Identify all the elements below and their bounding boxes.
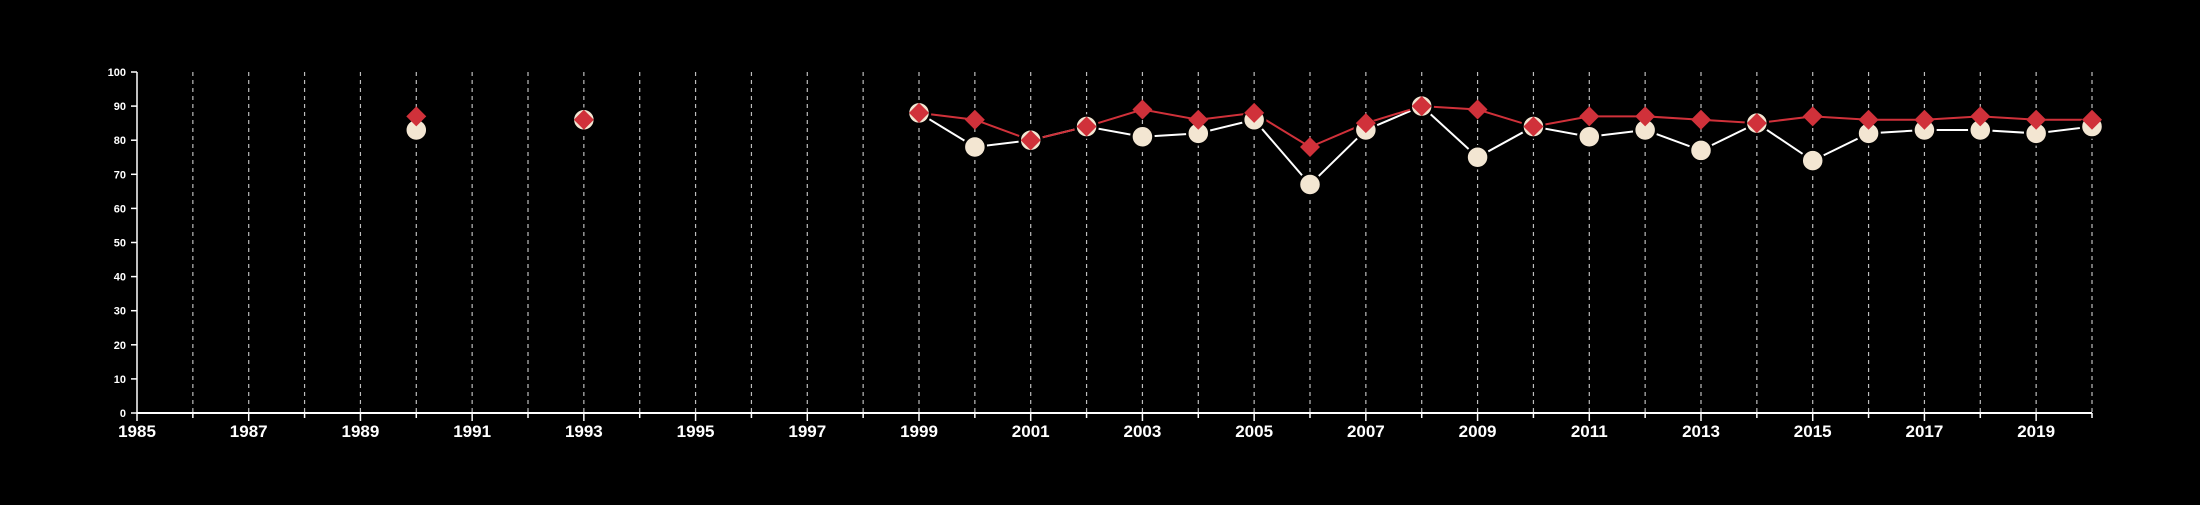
series-2-point-2019	[2026, 109, 2047, 130]
x-tick-label: 2019	[2017, 422, 2055, 441]
series-1-point-2009	[1465, 145, 1490, 170]
y-tick-label: 0	[120, 408, 126, 420]
x-tick-label: 1985	[118, 422, 156, 441]
series-2-point-2009	[1467, 99, 1488, 120]
x-tick-label: 2005	[1235, 422, 1273, 441]
series-2-point-2005	[1244, 102, 1265, 123]
series-2-point-2013	[1691, 109, 1711, 130]
series-2-point-2002	[1076, 116, 1097, 137]
y-tick-label: 90	[114, 101, 126, 113]
x-tick-label: 1991	[453, 422, 491, 441]
series-2-point-2011	[1579, 106, 1600, 127]
x-tick-label: 1993	[565, 422, 603, 441]
series-1-line	[918, 104, 2093, 186]
y-tick-label: 50	[114, 238, 126, 250]
y-tick-label: 30	[114, 306, 126, 318]
gridlines	[192, 72, 2093, 413]
series-2-point-2017	[1914, 109, 1935, 130]
series-2-point-2015	[1802, 106, 1823, 127]
x-tick-label: 2013	[1682, 422, 1720, 441]
series-2-point-2020	[2082, 109, 2102, 130]
x-tick-label: 2015	[1794, 422, 1832, 441]
series-2-point-1990	[406, 106, 427, 127]
series-2-point-1993	[573, 109, 594, 130]
x-tick-label: 2001	[1012, 422, 1050, 441]
x-tick-label: 1995	[677, 422, 715, 441]
series-2-point-2001	[1020, 130, 1041, 151]
x-tick-label: 2011	[1571, 422, 1608, 441]
series-2-point-2016	[1858, 109, 1879, 130]
series-1-point-2011	[1577, 124, 1602, 150]
y-tick-label: 40	[114, 272, 126, 284]
x-tick-label: 1999	[900, 422, 938, 441]
series-1-point-2006	[1297, 172, 1323, 197]
series-2-point-2003	[1132, 99, 1153, 120]
x-tick-label: 1997	[788, 422, 826, 441]
data-series	[404, 93, 2105, 197]
series-1-point-2013	[1688, 138, 1714, 163]
x-tick-label: 2017	[1906, 422, 1944, 441]
series-2-point-2012	[1635, 106, 1656, 127]
x-tick-label: 2003	[1124, 422, 1162, 441]
series-2-line	[918, 105, 2092, 149]
y-tick-label: 20	[114, 340, 126, 352]
series-1-point-2003	[1130, 124, 1155, 150]
series-2-point-1999	[909, 102, 929, 123]
y-tick-label: 60	[114, 203, 126, 215]
series-2-point-2014	[1746, 113, 1767, 134]
y-tick-label: 10	[114, 374, 126, 386]
x-tick-label: 1987	[230, 422, 268, 441]
series-2-point-2018	[1970, 106, 1991, 127]
series-2-point-2000	[964, 109, 985, 130]
x-tick-label: 1989	[342, 422, 380, 441]
series-2-point-2008	[1411, 96, 1432, 117]
series-2-point-2006	[1300, 137, 1320, 158]
series-2-point-2004	[1188, 109, 1209, 130]
y-tick-label: 70	[114, 169, 126, 181]
series-1-point-2000	[962, 134, 988, 160]
y-tick-label: 100	[108, 67, 126, 79]
y-tick-label: 80	[114, 135, 126, 147]
x-tick-label: 2007	[1347, 422, 1385, 441]
series-1-point-2015	[1800, 148, 1825, 173]
x-tick-label: 2009	[1459, 422, 1497, 441]
series-2-point-2007	[1355, 113, 1376, 134]
series-2-point-2010	[1523, 116, 1544, 137]
axes: 0 10 20 30 40 50 60 70 80 90 100 1985 1987 1989 1991 19…	[108, 67, 2093, 441]
